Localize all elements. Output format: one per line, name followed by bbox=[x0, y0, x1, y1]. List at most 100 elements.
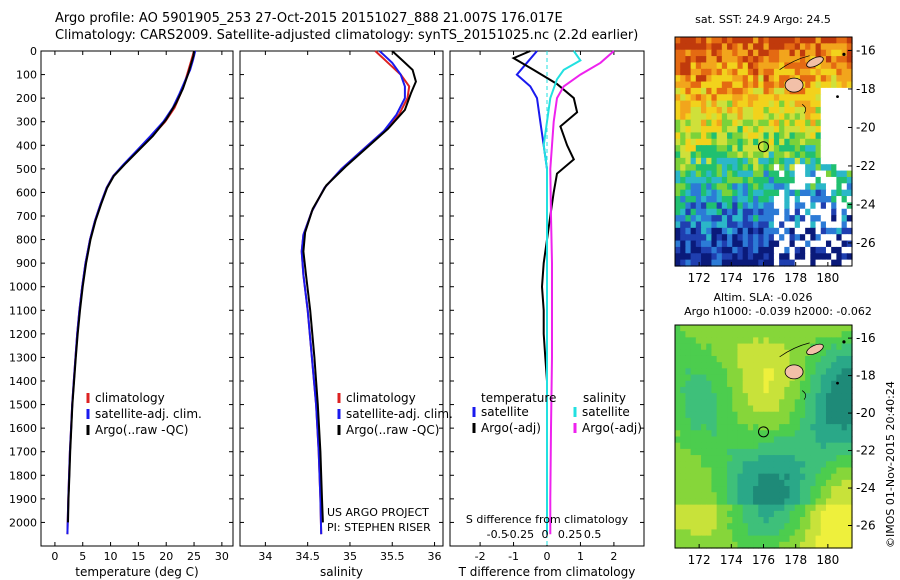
map-cell bbox=[690, 368, 697, 376]
x-tick-label: 34.5 bbox=[295, 550, 320, 563]
map-cell bbox=[711, 380, 718, 388]
map-cell bbox=[711, 355, 718, 363]
map-cell bbox=[706, 380, 713, 388]
map-cell bbox=[716, 430, 723, 438]
map-cell bbox=[831, 106, 837, 114]
map-cell bbox=[768, 240, 775, 248]
map-cell bbox=[768, 417, 775, 425]
map-cell bbox=[825, 68, 832, 76]
map-cell bbox=[721, 498, 728, 506]
y-tick-label: 2000 bbox=[9, 516, 37, 529]
map-cell bbox=[747, 504, 754, 512]
map-cell bbox=[841, 467, 848, 475]
map-cell bbox=[701, 246, 707, 254]
map-cell bbox=[690, 183, 697, 191]
map-cell bbox=[727, 37, 733, 44]
map-cell bbox=[727, 510, 733, 518]
map-cell bbox=[820, 202, 827, 210]
map-cell bbox=[846, 467, 853, 475]
map-cell bbox=[810, 126, 817, 134]
map-cell bbox=[815, 331, 822, 338]
map-cell bbox=[773, 75, 780, 83]
map-cell bbox=[810, 106, 817, 114]
map-cell bbox=[706, 126, 713, 134]
map-cell bbox=[799, 106, 806, 114]
map-cell bbox=[815, 473, 822, 481]
map-cell bbox=[841, 424, 848, 431]
map-cell bbox=[758, 113, 765, 121]
y-tick-label: 500 bbox=[16, 163, 37, 176]
map-cell bbox=[695, 504, 702, 512]
map-cell bbox=[763, 183, 770, 191]
map-cell bbox=[732, 529, 739, 537]
map-cell bbox=[815, 157, 822, 165]
map-cell bbox=[711, 221, 718, 229]
map-cell bbox=[779, 106, 785, 114]
map-cell bbox=[799, 37, 806, 44]
map-cell bbox=[846, 486, 853, 493]
map-cell bbox=[846, 405, 853, 413]
map-cell bbox=[732, 49, 739, 57]
map-cell bbox=[690, 442, 697, 450]
map-cell bbox=[701, 362, 707, 369]
map-cell bbox=[701, 215, 707, 223]
map-cell bbox=[810, 368, 817, 376]
map-cell bbox=[758, 234, 765, 242]
map-cell bbox=[753, 62, 759, 70]
map-cell bbox=[695, 492, 702, 500]
map-cell bbox=[685, 442, 692, 450]
series-line bbox=[67, 50, 195, 523]
map-cell bbox=[753, 529, 759, 537]
map-cell bbox=[711, 455, 718, 462]
map-cell bbox=[701, 461, 707, 469]
map-cell bbox=[695, 473, 702, 481]
map-cell bbox=[727, 189, 733, 197]
map-cell bbox=[836, 100, 843, 108]
map-cell bbox=[805, 145, 811, 153]
map-cell bbox=[753, 486, 759, 493]
map-cell bbox=[768, 504, 775, 512]
map-cell bbox=[820, 337, 827, 345]
map-cell bbox=[810, 405, 817, 413]
map-cell bbox=[737, 498, 744, 506]
map-cell bbox=[825, 253, 832, 261]
map-cell bbox=[779, 94, 785, 102]
map-cell bbox=[721, 362, 728, 369]
map-cell bbox=[794, 151, 801, 159]
map-cell bbox=[789, 325, 796, 332]
map-cell bbox=[721, 486, 728, 493]
map-cell bbox=[742, 215, 749, 223]
map-cell bbox=[779, 510, 785, 518]
map-cell bbox=[680, 325, 687, 332]
map-cell bbox=[706, 325, 713, 332]
map-cell bbox=[737, 504, 744, 512]
map-cell bbox=[789, 170, 796, 178]
map-cell bbox=[716, 467, 723, 475]
map-cell bbox=[763, 448, 770, 456]
map-cell bbox=[753, 442, 759, 450]
map-cell bbox=[742, 132, 749, 140]
map-cell bbox=[742, 234, 749, 242]
map-cell bbox=[815, 145, 822, 153]
map-cell bbox=[732, 196, 739, 203]
map-cell bbox=[680, 349, 687, 357]
map-cell bbox=[825, 240, 832, 248]
map-cell bbox=[810, 479, 817, 487]
map-cell bbox=[779, 529, 785, 537]
x-axis-label: temperature (deg C) bbox=[75, 565, 198, 579]
map-cell bbox=[706, 492, 713, 500]
map-cell bbox=[846, 411, 853, 419]
map-cell bbox=[820, 405, 827, 413]
map-cell bbox=[701, 355, 707, 363]
map-cell bbox=[763, 541, 770, 549]
map-cell bbox=[732, 504, 739, 512]
map-cell bbox=[810, 113, 817, 121]
map-cell bbox=[841, 157, 848, 165]
map-cell bbox=[815, 132, 822, 140]
map-cell bbox=[768, 81, 775, 89]
map-cell bbox=[685, 240, 692, 248]
map-cell bbox=[805, 196, 811, 203]
map-cell bbox=[773, 56, 780, 64]
map-cell bbox=[825, 62, 832, 70]
island-viti-levu bbox=[784, 364, 804, 380]
